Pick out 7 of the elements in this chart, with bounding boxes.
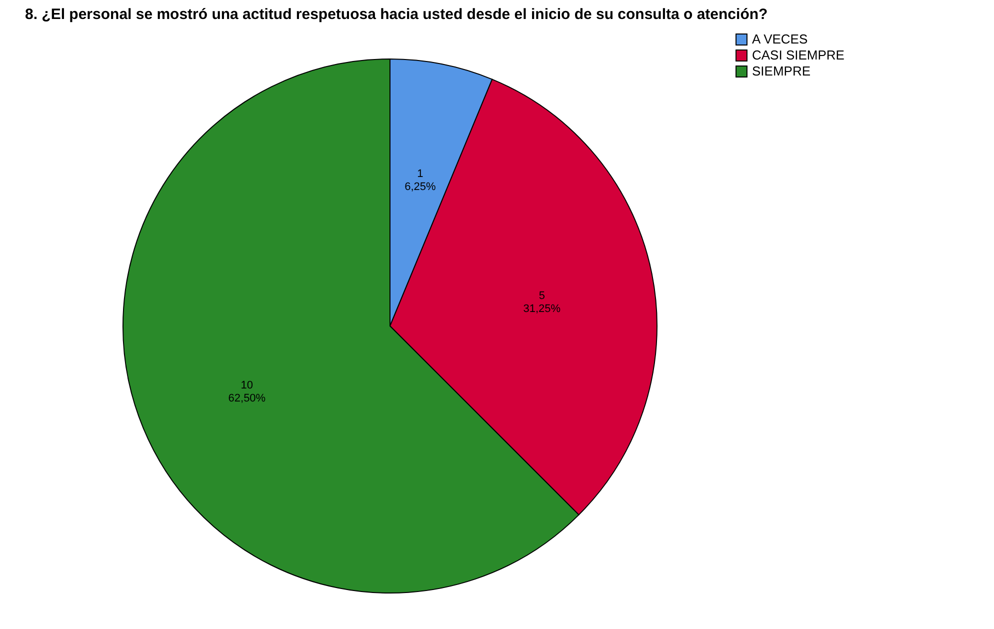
chart-title: 8. ¿El personal se mostró una actitud respetuosa hacia usted desde el inicio de su consulta o atención? <box>25 6 768 23</box>
legend-label: A VECES <box>752 32 808 46</box>
legend-label: SIEMPRE <box>752 64 811 78</box>
data-label: 1 6,25% <box>404 168 436 194</box>
data-label: 10 62,50% <box>228 379 266 404</box>
legend-label: CASI SIEMPRE <box>752 48 845 62</box>
data-label: 5 31,25% <box>523 290 561 315</box>
